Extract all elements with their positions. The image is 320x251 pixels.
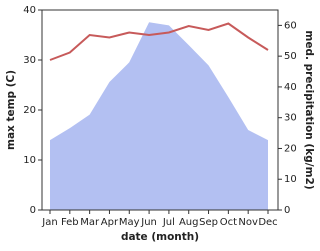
chart: date (month) max temp (C) med. precipita… xyxy=(5,5,315,243)
x-tick-label: Sep xyxy=(199,217,218,228)
y2-tick-label: 20 xyxy=(284,143,297,154)
y2-tick-label: 0 xyxy=(284,205,290,216)
x-tick-label: Nov xyxy=(238,217,258,228)
x-tick-label: Mar xyxy=(80,217,100,228)
y-tick-label: 40 xyxy=(23,5,36,16)
y2-tick-label: 40 xyxy=(284,82,297,93)
x-tick-label: Jan xyxy=(41,217,57,228)
y-tick-label: 10 xyxy=(23,155,36,166)
x-tick-label: Jul xyxy=(162,217,175,228)
x-tick-label: Apr xyxy=(101,217,119,228)
x-axis-label: date (month) xyxy=(121,231,199,243)
precipitation-area xyxy=(50,22,268,210)
y-tick-label: 0 xyxy=(30,205,36,216)
x-tick-label: Oct xyxy=(220,217,237,228)
y2-axis-label: med. precipitation (kg/m2) xyxy=(303,30,315,189)
y2-tick-label: 10 xyxy=(284,174,297,185)
x-tick-label: May xyxy=(119,217,140,228)
y-tick-label: 20 xyxy=(23,105,36,116)
x-tick-label: Dec xyxy=(258,217,277,228)
x-tick-label: Jun xyxy=(140,217,157,228)
y-tick-label: 30 xyxy=(23,55,36,66)
y2-tick-label: 50 xyxy=(284,51,297,62)
y-axis-label: max temp (C) xyxy=(5,70,17,150)
x-tick-label: Aug xyxy=(179,217,199,228)
y2-tick-label: 30 xyxy=(284,113,297,124)
temperature-line xyxy=(49,22,269,61)
y2-tick-label: 60 xyxy=(284,20,297,31)
x-tick-label: Feb xyxy=(61,217,79,228)
